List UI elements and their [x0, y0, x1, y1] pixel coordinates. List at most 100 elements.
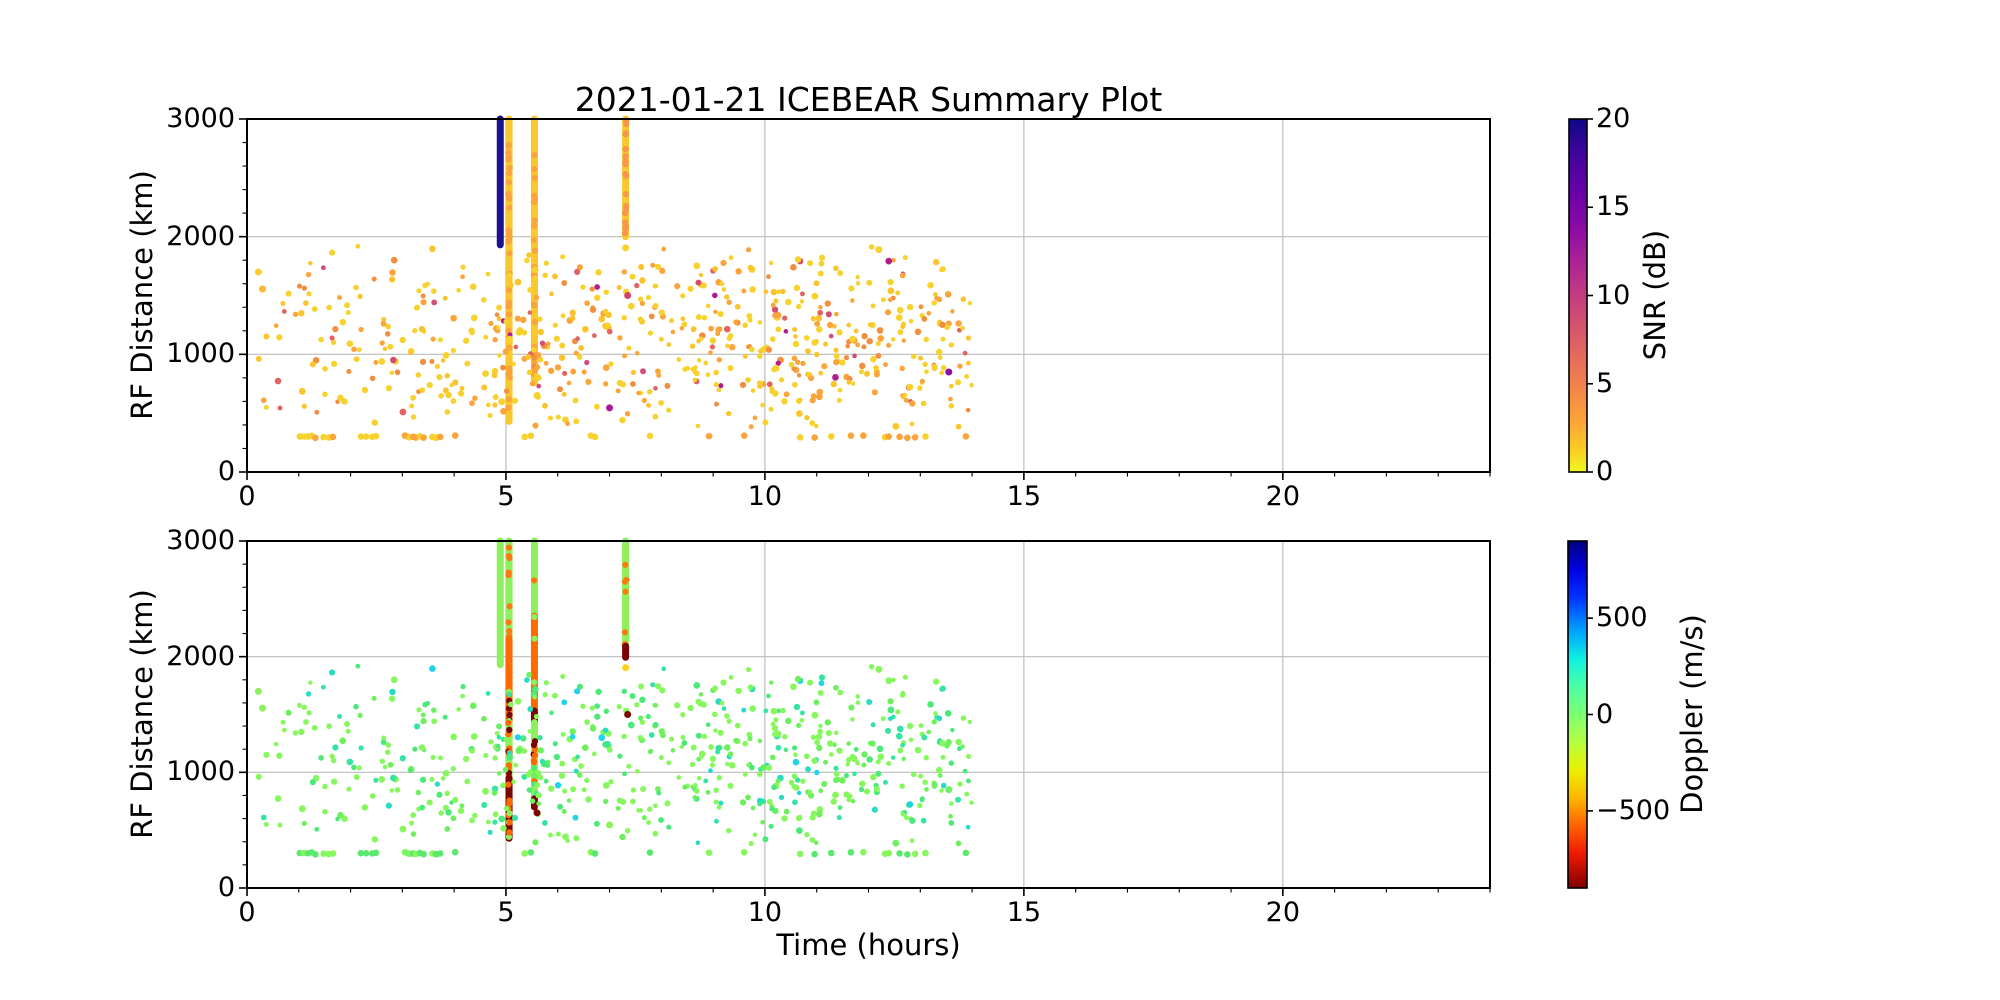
scatter-point: [705, 432, 713, 440]
streak-speckle: [531, 174, 539, 181]
scatter-point: [371, 836, 379, 843]
streak-speckle: [505, 569, 512, 576]
scatter-point: [727, 782, 734, 789]
scatter-point: [576, 683, 583, 690]
scatter-point: [410, 414, 417, 420]
scatter-point: [547, 832, 553, 838]
scatter-point: [726, 827, 732, 834]
scatter-point: [899, 272, 906, 279]
scatter-point: [322, 783, 328, 790]
scatter-point: [746, 313, 753, 319]
scatter-point: [314, 409, 320, 415]
scatter-point: [877, 753, 885, 760]
scatter-point: [752, 832, 758, 838]
scatter-point: [749, 764, 755, 771]
scatter-point: [757, 738, 763, 744]
scatter-point: [729, 762, 736, 769]
scatter-point: [817, 728, 823, 735]
scatter-point: [888, 297, 893, 303]
scatter-point: [919, 796, 925, 802]
streak-speckle: [505, 227, 512, 234]
scatter-point: [260, 397, 267, 404]
scatter-point: [469, 817, 475, 824]
scatter-point: [735, 268, 742, 275]
scatter-point: [305, 691, 312, 697]
scatter-point: [828, 333, 834, 339]
scatter-point: [940, 754, 946, 760]
scatter-point: [320, 684, 326, 690]
scatter-point: [810, 734, 817, 740]
scatter-point: [788, 779, 795, 786]
scatter-point: [532, 275, 537, 281]
scatter-point: [768, 680, 774, 685]
scatter-point: [760, 346, 768, 353]
scatter-point: [431, 299, 438, 306]
scatter-point: [285, 290, 292, 297]
scatter-point: [429, 358, 435, 365]
scatter-point: [513, 344, 519, 350]
scatter-point: [804, 831, 810, 838]
scatter-point: [514, 315, 521, 322]
scatter-point: [535, 792, 542, 799]
scatter-point: [747, 736, 753, 742]
scatter-point: [836, 397, 842, 403]
scatter-point: [436, 374, 443, 381]
scatter-point: [506, 754, 514, 761]
scatter-point: [708, 744, 714, 750]
scatter-point: [680, 734, 686, 740]
scatter-point: [965, 335, 972, 341]
scatter-point: [634, 768, 640, 774]
scatter-point: [795, 815, 803, 822]
scatter-point: [371, 276, 377, 282]
scatter-point: [813, 280, 820, 287]
streak-speckle: [506, 204, 513, 211]
scatter-point: [861, 332, 868, 340]
scatter-point: [429, 776, 435, 782]
x-tick-label: 10: [747, 481, 783, 512]
scatter-point: [886, 342, 892, 348]
scatter-point: [634, 282, 640, 289]
scatter-point: [864, 370, 871, 377]
colorbar-label-doppler: Doppler (m/s): [1675, 614, 1709, 814]
scatter-point: [900, 742, 906, 748]
scatter-point: [749, 346, 755, 353]
scatter-point: [843, 772, 850, 779]
scatter-point: [312, 851, 319, 858]
scatter-point: [559, 760, 566, 767]
scatter-point: [935, 766, 943, 774]
scatter-point: [810, 316, 817, 322]
scatter-point: [877, 335, 885, 342]
scatter-point: [260, 814, 267, 821]
scatter-point: [531, 347, 537, 353]
scatter-point: [440, 358, 446, 363]
scatter-point: [442, 769, 450, 777]
scatter-point: [389, 269, 396, 276]
scatter-point: [503, 318, 509, 325]
scatter-point: [390, 774, 397, 782]
scatter-point: [769, 806, 775, 812]
scatter-point: [655, 368, 661, 375]
scatter-point: [450, 398, 457, 405]
y-tick-label: 3000: [166, 524, 235, 556]
scatter-point: [837, 689, 844, 696]
scatter-point: [855, 342, 861, 348]
scatter-point: [745, 794, 751, 801]
scatter-point: [796, 722, 802, 729]
scatter-point: [492, 402, 498, 408]
scatter-point: [964, 374, 970, 379]
scatter-point: [709, 344, 716, 350]
scatter-point: [960, 325, 965, 331]
scatter-point: [766, 381, 773, 388]
scatter-point: [718, 800, 724, 806]
scatter-point: [442, 295, 448, 301]
scatter-point: [496, 723, 503, 730]
scatter-point: [833, 353, 840, 359]
scatter-point: [756, 797, 763, 804]
scatter-point: [285, 709, 292, 716]
colorbar-tick-label: 10: [1596, 279, 1631, 311]
scatter-point: [389, 688, 396, 696]
scatter-point: [639, 719, 646, 725]
scatter-point: [669, 736, 675, 742]
scatter-point: [818, 260, 825, 267]
scatter-point: [791, 366, 797, 372]
